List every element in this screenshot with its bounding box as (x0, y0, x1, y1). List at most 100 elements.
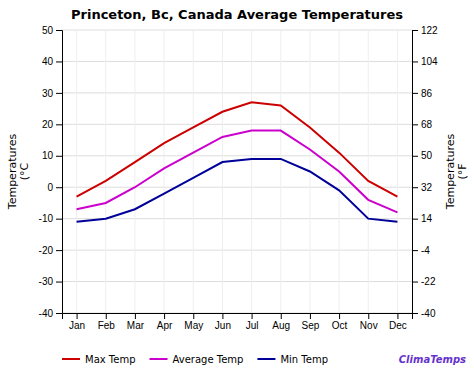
tick-label: Jan (69, 320, 85, 331)
tick: 40 (42, 56, 62, 67)
tick-mark (56, 61, 62, 62)
grid-line (62, 61, 412, 62)
tick: -10 (39, 213, 62, 224)
tick-mark (412, 124, 418, 125)
tick-label: -4 (421, 245, 430, 256)
tick: 104 (412, 56, 438, 67)
grid (62, 30, 412, 313)
tick-mark (412, 282, 418, 283)
tick: Jan (69, 313, 85, 331)
tick-label: -30 (39, 276, 54, 287)
tick-label: Dec (389, 320, 407, 331)
tick: Aug (272, 313, 290, 331)
tick-mark (56, 250, 62, 251)
tick-label: Oct (332, 320, 348, 331)
tick-label: 40 (42, 56, 54, 67)
tick: 10 (42, 150, 62, 161)
tick-mark (164, 313, 165, 319)
tick-mark (56, 156, 62, 157)
tick: 32 (412, 182, 433, 193)
tick-mark (56, 124, 62, 125)
axis-label: Temperatures(°F (444, 134, 469, 211)
grid-line (193, 30, 194, 313)
legend-item: Min Temp (257, 354, 328, 365)
legend-label: Average Temp (173, 354, 244, 365)
tick-mark (193, 313, 194, 319)
tick-mark (412, 187, 418, 188)
tick-mark (412, 93, 418, 94)
annotation: ClimaTemps (399, 354, 466, 365)
tick-label: May (184, 320, 203, 331)
y-axis: -40-30-20-1001020304050 (39, 25, 63, 319)
y2-axis: -40-22-41432506886104122 (412, 25, 438, 319)
tick: Sep (302, 313, 320, 331)
tick: Oct (332, 313, 348, 331)
tick-label: -22 (421, 276, 436, 287)
grid-line (164, 30, 165, 313)
tick-mark (56, 282, 62, 283)
tick-label: 32 (421, 182, 433, 193)
tick-label: 20 (42, 119, 54, 130)
tick-mark (412, 313, 418, 314)
tick-label: 104 (421, 56, 438, 67)
tick-mark (339, 313, 340, 319)
tick-mark (106, 313, 107, 319)
tick: 86 (412, 88, 433, 99)
axis-line (413, 31, 419, 314)
tick: -40 (39, 308, 62, 319)
tick: Dec (389, 313, 407, 331)
tick-label: Mar (127, 320, 145, 331)
tick-label: 30 (42, 88, 54, 99)
tick: -30 (39, 276, 62, 287)
tick: 20 (42, 119, 62, 130)
tick: -40 (412, 308, 436, 319)
legend-item: Max Temp (62, 354, 136, 365)
grid-line (105, 30, 106, 313)
legend: Max Temp Average Temp Min Temp (62, 354, 328, 365)
tick-mark (412, 61, 418, 62)
tick-mark (310, 313, 311, 319)
tick-label: 50 (42, 25, 54, 36)
grid-line (62, 187, 412, 188)
legend-swatch (257, 358, 275, 360)
grid-line (222, 30, 223, 313)
axis-label: Temperatures(°C (6, 134, 31, 211)
tick-label: 68 (421, 119, 433, 130)
tick: Jul (246, 313, 259, 331)
title: Princeton, Bc, Canada Average Temperatur… (71, 7, 403, 22)
grid-line (368, 30, 369, 313)
axis-line (63, 314, 413, 320)
tick-mark (56, 93, 62, 94)
series-group (77, 102, 398, 221)
x-axis: JanFebMarAprMayJunJulAugSepOctNovDec (63, 313, 413, 331)
tick-label: 50 (421, 150, 433, 161)
tick-mark (412, 30, 418, 31)
grid-line (62, 30, 412, 31)
series-line (77, 159, 398, 222)
tick-mark (222, 313, 223, 319)
tick-mark (56, 219, 62, 220)
tick: Apr (157, 313, 173, 331)
tick: Nov (360, 313, 378, 331)
tick-label: 86 (421, 88, 433, 99)
tick-label: Aug (272, 320, 290, 331)
tick-label: Jul (246, 320, 259, 331)
legend-swatch (150, 358, 168, 360)
tick: Jun (215, 313, 231, 331)
tick-label: 122 (421, 25, 438, 36)
tick-mark (412, 250, 418, 251)
grid-line (397, 30, 398, 313)
tick-mark (135, 313, 136, 319)
grid-line (62, 218, 412, 219)
tick: May (184, 313, 203, 331)
legend-label: Max Temp (85, 354, 136, 365)
tick-mark (56, 30, 62, 31)
tick-mark (281, 313, 282, 319)
tick-mark (412, 219, 418, 220)
grid-line (62, 281, 412, 282)
tick-label: -10 (39, 213, 54, 224)
tick: 0 (47, 182, 62, 193)
tick-label: 0 (47, 182, 53, 193)
tick: 122 (412, 25, 438, 36)
plot: JanFebMarAprMayJunJulAugSepOctNovDec-40-… (39, 25, 439, 331)
